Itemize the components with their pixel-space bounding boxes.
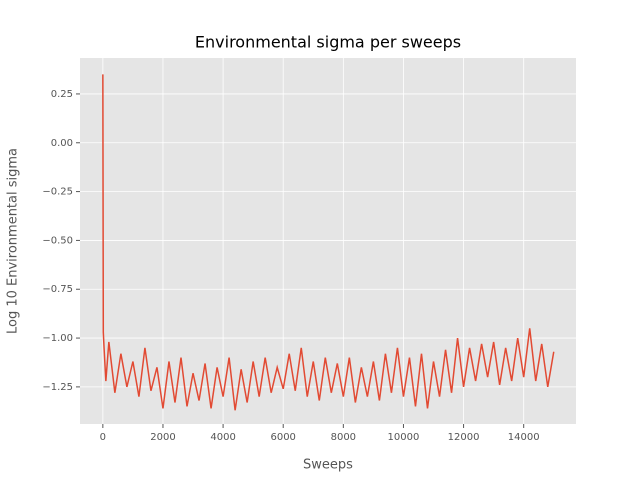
x-tick-label: 4000 — [210, 432, 235, 443]
x-tick-label: 14000 — [508, 432, 540, 443]
x-tick-label: 12000 — [448, 432, 480, 443]
x-tick-label: 6000 — [270, 432, 295, 443]
y-tick-label: −1.00 — [42, 333, 73, 344]
y-tick-label: 0.25 — [51, 89, 73, 100]
y-tick-label: −0.75 — [42, 284, 73, 295]
x-tick-label: 2000 — [150, 432, 175, 443]
x-tick-label: 8000 — [331, 432, 356, 443]
y-tick-label: 0.00 — [51, 138, 73, 149]
x-tick-label: 0 — [100, 432, 106, 443]
x-axis-label: Sweeps — [303, 458, 353, 473]
y-tick-label: −0.50 — [42, 235, 73, 246]
y-tick-label: −1.25 — [42, 382, 73, 393]
chart-title: Environmental sigma per sweeps — [195, 33, 461, 52]
y-axis-label: Log 10 Environmental sigma — [6, 148, 21, 334]
y-tick-label: −0.25 — [42, 187, 73, 198]
x-tick-label: 10000 — [388, 432, 420, 443]
data-line — [102, 74, 555, 411]
